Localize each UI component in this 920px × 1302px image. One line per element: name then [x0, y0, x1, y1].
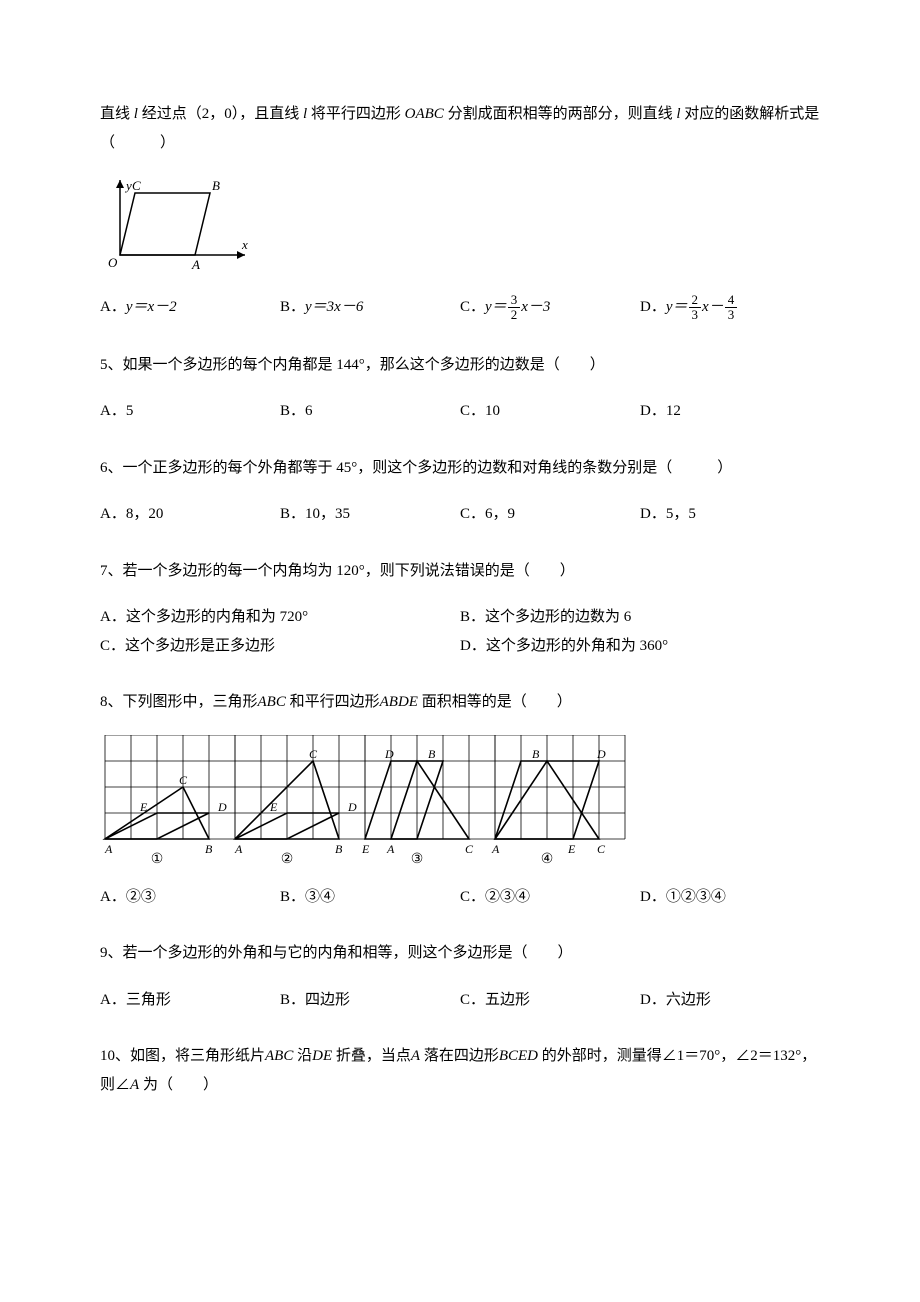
svg-text:B: B	[205, 842, 213, 856]
q4-options: A．y＝x－2 B．y＝3x－6 C．y＝32x－3 D．y＝23x－43	[100, 293, 820, 323]
svg-text:A: A	[491, 842, 500, 856]
svg-text:E: E	[269, 800, 278, 814]
q5-text: 5、如果一个多边形的每个内角都是 144°，那么这个多边形的边数是（ ）	[100, 351, 820, 380]
q7-option-d: D．这个多边形的外角和为 360°	[460, 632, 820, 661]
svg-text:C: C	[597, 842, 606, 856]
svg-text:②: ②	[281, 852, 294, 865]
q5-option-c: C．10	[460, 397, 640, 426]
svg-text:④: ④	[541, 852, 554, 865]
svg-text:B: B	[335, 842, 343, 856]
q7-text: 7、若一个多边形的每一个内角均为 120°，则下列说法错误的是（ ）	[100, 557, 820, 586]
q8-option-c: C．②③④	[460, 883, 640, 912]
q4-option-d: D．y＝23x－43	[640, 293, 820, 323]
q8-figure: ABCDE①ABCDE②ACBDE③ACBDE④	[100, 735, 820, 865]
q6-option-b: B．10，35	[280, 500, 460, 529]
q6-option-d: D．5，5	[640, 500, 820, 529]
q8-option-d: D．①②③④	[640, 883, 820, 912]
svg-text:y: y	[124, 178, 132, 193]
q5-option-b: B．6	[280, 397, 460, 426]
svg-text:A: A	[386, 842, 395, 856]
svg-text:C: C	[309, 747, 318, 761]
q5-option-d: D．12	[640, 397, 820, 426]
q9-text: 9、若一个多边形的外角和与它的内角和相等，则这个多边形是（ ）	[100, 939, 820, 968]
q4-parallelogram-svg: y x O A B C	[100, 175, 250, 275]
q8-options: A．②③ B．③④ C．②③④ D．①②③④	[100, 883, 820, 912]
q8-text: 8、下列图形中，三角形ABC 和平行四边形ABDE 面积相等的是（ ）	[100, 688, 820, 717]
svg-text:D: D	[347, 800, 357, 814]
svg-text:E: E	[139, 800, 148, 814]
svg-text:③: ③	[411, 852, 424, 865]
svg-text:D: D	[384, 747, 394, 761]
svg-text:O: O	[108, 255, 118, 270]
q7-options: A．这个多边形的内角和为 720° B．这个多边形的边数为 6 C．这个多边形是…	[100, 603, 820, 660]
svg-text:C: C	[132, 178, 141, 193]
q9-option-a: A．三角形	[100, 986, 280, 1015]
svg-text:x: x	[241, 237, 248, 252]
svg-text:B: B	[532, 747, 540, 761]
svg-text:C: C	[465, 842, 474, 856]
svg-text:D: D	[217, 800, 227, 814]
q6-options: A．8，20 B．10，35 C．6，9 D．5，5	[100, 500, 820, 529]
q9-option-b: B．四边形	[280, 986, 460, 1015]
svg-text:A: A	[234, 842, 243, 856]
q6-option-a: A．8，20	[100, 500, 280, 529]
q5-options: A．5 B．6 C．10 D．12	[100, 397, 820, 426]
q9-option-c: C．五边形	[460, 986, 640, 1015]
q4-figure: y x O A B C	[100, 175, 820, 275]
svg-text:D: D	[596, 747, 606, 761]
q8-option-a: A．②③	[100, 883, 280, 912]
svg-text:E: E	[361, 842, 370, 856]
svg-text:A: A	[191, 257, 200, 272]
svg-text:A: A	[104, 842, 113, 856]
q6-option-c: C．6，9	[460, 500, 640, 529]
svg-text:E: E	[567, 842, 576, 856]
q4-option-b: B．y＝3x－6	[280, 293, 460, 323]
q10-text: 10、如图，将三角形纸片ABC 沿DE 折叠，当点A 落在四边形BCED 的外部…	[100, 1042, 820, 1099]
svg-text:C: C	[179, 773, 188, 787]
q9-options: A．三角形 B．四边形 C．五边形 D．六边形	[100, 986, 820, 1015]
q8-grid-panels-svg: ABCDE①ABCDE②ACBDE③ACBDE④	[100, 735, 640, 865]
svg-text:①: ①	[151, 852, 164, 865]
q7-option-a: A．这个多边形的内角和为 720°	[100, 603, 460, 632]
q7-option-c: C．这个多边形是正多边形	[100, 632, 460, 661]
q9-option-d: D．六边形	[640, 986, 820, 1015]
q6-text: 6、一个正多边形的每个外角都等于 45°，则这个多边形的边数和对角线的条数分别是…	[100, 454, 820, 483]
q4-text: 直线 l 经过点（2，0），且直线 l 将平行四边形 OABC 分割成面积相等的…	[100, 100, 820, 157]
q8-option-b: B．③④	[280, 883, 460, 912]
q7-option-b: B．这个多边形的边数为 6	[460, 603, 820, 632]
svg-text:B: B	[212, 178, 220, 193]
svg-text:B: B	[428, 747, 436, 761]
q5-option-a: A．5	[100, 397, 280, 426]
q4-option-c: C．y＝32x－3	[460, 293, 640, 323]
q4-option-a: A．y＝x－2	[100, 293, 280, 323]
